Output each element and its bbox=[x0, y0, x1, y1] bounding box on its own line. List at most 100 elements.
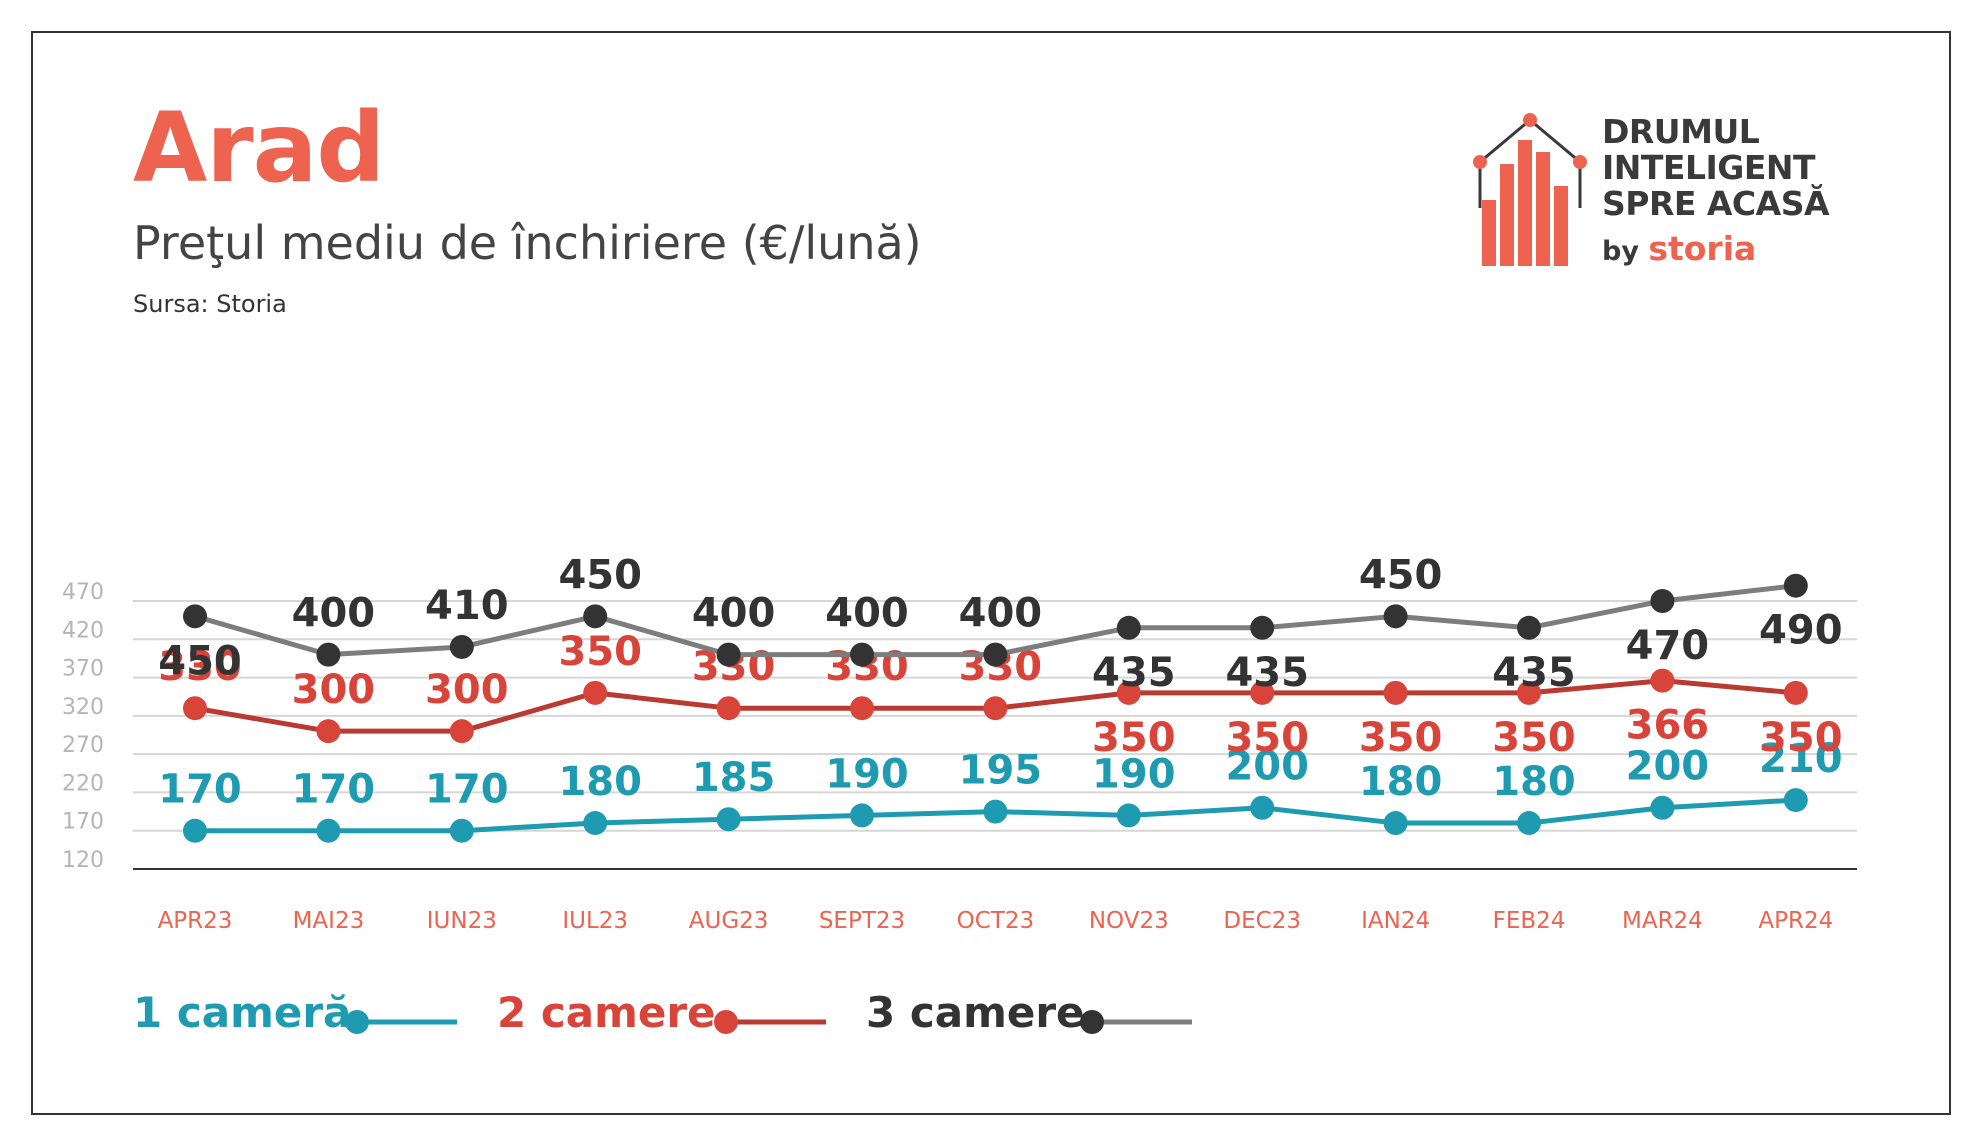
series-3-camere-data-label: 435 bbox=[1092, 650, 1176, 696]
series-1-camera-point bbox=[183, 818, 207, 843]
logo-line-3: SPRE ACASĂ bbox=[1602, 184, 1830, 223]
series-2-camere-point bbox=[1250, 680, 1275, 705]
series-2-camere-point bbox=[716, 696, 741, 721]
series-3-camere-point bbox=[583, 604, 608, 629]
series-3-camere-data-label: 435 bbox=[1225, 650, 1309, 696]
series-2-camere-data-label: 350 bbox=[558, 629, 642, 675]
logo-by-text: by bbox=[1602, 236, 1639, 267]
series-3-camere-point bbox=[1650, 589, 1675, 614]
series-1-camera-point bbox=[1650, 795, 1675, 820]
series-3-camere-point bbox=[716, 642, 741, 667]
series-3-camere-data-label: 470 bbox=[1626, 623, 1710, 669]
series-3-camere-point bbox=[1783, 573, 1808, 598]
legend-label-series-1-camera: 1 cameră bbox=[133, 988, 352, 1037]
series-2-camere-data-label: 300 bbox=[425, 667, 509, 713]
series-2-camere-point bbox=[583, 680, 608, 705]
series-1-camera-data-label: 200 bbox=[1225, 744, 1309, 790]
series-2-camere-point bbox=[850, 696, 874, 721]
series-3-camere-data-label: 435 bbox=[1492, 650, 1576, 696]
series-2-camere-point bbox=[1517, 680, 1541, 705]
series-2-camere-data-label: 366 bbox=[1626, 703, 1710, 749]
series-2-camere-data-label: 350 bbox=[1492, 715, 1576, 761]
x-tick-label: IAN24 bbox=[1361, 908, 1430, 934]
series-2-camere-data-label: 300 bbox=[292, 667, 376, 713]
series-1-camera-data-label: 185 bbox=[692, 755, 776, 801]
x-tick-label: APR23 bbox=[158, 908, 233, 934]
series-2-camere-data-label: 350 bbox=[1092, 715, 1176, 761]
series-2-camere-point bbox=[983, 696, 1008, 721]
logo-line-2: INTELIGENT bbox=[1602, 148, 1816, 187]
series-3-camere-point bbox=[1116, 615, 1141, 640]
series-2-camere-point bbox=[1116, 680, 1141, 705]
y-tick-label: 370 bbox=[62, 657, 104, 682]
x-tick-label: MAI23 bbox=[293, 908, 365, 934]
series-3-camere-data-label: 450 bbox=[158, 638, 242, 684]
series-1-camera-point bbox=[1517, 811, 1541, 836]
series-1-camera-data-label: 190 bbox=[1092, 751, 1176, 797]
series-1-camera-data-label: 180 bbox=[1492, 759, 1576, 805]
legend-marker-series-2-camere bbox=[714, 1010, 738, 1034]
x-tick-label: DEC23 bbox=[1223, 908, 1301, 934]
series-1-camera-data-label: 190 bbox=[825, 751, 909, 797]
legend-label-series-3-camere: 3 camere bbox=[866, 988, 1085, 1037]
x-tick-label: APR24 bbox=[1758, 908, 1833, 934]
series-2-camere-data-label: 350 bbox=[1759, 715, 1843, 761]
series-2-camere-point bbox=[316, 719, 341, 744]
x-tick-label: OCT23 bbox=[957, 908, 1034, 934]
series-1-camera-data-label: 170 bbox=[158, 767, 242, 813]
series-1-camera-point bbox=[449, 818, 474, 843]
x-tick-label: SEPT23 bbox=[819, 908, 905, 934]
x-tick-label: IUL23 bbox=[562, 908, 628, 934]
series-1-camera-point bbox=[1783, 788, 1808, 813]
series-1-camera-data-label: 180 bbox=[1359, 759, 1443, 805]
series-1-camera-point bbox=[1250, 795, 1275, 820]
series-2-camere-data-label: 350 bbox=[1359, 715, 1443, 761]
y-tick-label: 270 bbox=[62, 733, 104, 758]
series-1-camera-data-label: 195 bbox=[959, 748, 1043, 794]
y-tick-label: 120 bbox=[62, 848, 104, 873]
logo-byline: by storia bbox=[1602, 232, 1756, 265]
y-tick-label: 170 bbox=[62, 810, 104, 835]
logo-wordmark: DRUMUL INTELIGENT SPRE ACASĂ bbox=[1602, 114, 1830, 223]
chart-frame bbox=[31, 31, 1951, 1115]
series-3-camere-point bbox=[183, 604, 207, 629]
series-3-camere-point bbox=[1250, 615, 1275, 640]
series-3-camere-data-label: 490 bbox=[1759, 608, 1843, 654]
x-tick-label: FEB24 bbox=[1493, 908, 1566, 934]
series-1-camera-point bbox=[716, 807, 741, 832]
x-tick-label: MAR24 bbox=[1622, 908, 1703, 934]
series-3-camere-data-label: 400 bbox=[825, 591, 909, 637]
series-1-camera-point bbox=[1116, 803, 1141, 828]
series-3-camere-data-label: 450 bbox=[1359, 552, 1443, 598]
series-1-camera-data-label: 200 bbox=[1626, 744, 1710, 790]
series-1-camera-point bbox=[983, 799, 1008, 824]
legend-marker-series-1-camera bbox=[345, 1010, 369, 1034]
x-tick-label: IUN23 bbox=[427, 908, 497, 934]
y-tick-label: 220 bbox=[62, 771, 104, 796]
series-3-camere-point bbox=[983, 642, 1008, 667]
house-bar-chart-icon bbox=[1473, 113, 1587, 266]
chart-subtitle: Preţul mediu de închiriere (€/lună) bbox=[133, 216, 922, 270]
x-tick-label: NOV23 bbox=[1089, 908, 1169, 934]
series-1-camera-point bbox=[1383, 811, 1408, 836]
series-2-camere-data-label: 350 bbox=[1225, 715, 1309, 761]
series-2-camere-point bbox=[1783, 680, 1808, 705]
series-2-camere-point bbox=[1383, 680, 1408, 705]
series-3-camere-point bbox=[316, 642, 341, 667]
series-1-camera-data-label: 170 bbox=[292, 767, 376, 813]
series-3-camere-point bbox=[449, 634, 474, 659]
series-3-camere-data-label: 400 bbox=[959, 591, 1043, 637]
series-1-camera-data-label: 210 bbox=[1759, 736, 1843, 782]
series-1-camera-data-label: 170 bbox=[425, 767, 509, 813]
series-3-camere-data-label: 400 bbox=[692, 591, 776, 637]
series-3-camere-data-label: 400 bbox=[292, 591, 376, 637]
y-tick-label: 470 bbox=[62, 580, 104, 605]
series-1-camera-point bbox=[850, 803, 874, 828]
series-2-camere-data-label: 330 bbox=[158, 644, 242, 690]
y-tick-label: 320 bbox=[62, 695, 104, 720]
series-3-camere-point bbox=[1383, 604, 1408, 629]
logo-brand: storia bbox=[1648, 229, 1757, 268]
y-tick-label: 420 bbox=[62, 618, 104, 643]
series-3-camere-point bbox=[850, 642, 874, 667]
